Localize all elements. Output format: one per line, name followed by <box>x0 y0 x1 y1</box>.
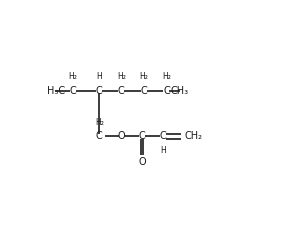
Text: C: C <box>160 131 166 141</box>
Text: C: C <box>118 86 125 96</box>
Text: H₂: H₂ <box>117 72 126 81</box>
Text: H: H <box>96 72 102 81</box>
Text: C: C <box>96 86 103 96</box>
Text: C: C <box>163 86 170 96</box>
Text: H₂: H₂ <box>69 72 78 81</box>
Text: CH₂: CH₂ <box>184 131 202 141</box>
Text: H₂: H₂ <box>162 72 171 81</box>
Text: C: C <box>96 131 103 141</box>
Text: H: H <box>160 146 166 155</box>
Text: C: C <box>141 86 147 96</box>
Text: H₂: H₂ <box>139 72 148 81</box>
Text: O: O <box>118 131 126 141</box>
Text: CH₃: CH₃ <box>170 86 189 96</box>
Text: C: C <box>139 131 145 141</box>
Text: H₃C: H₃C <box>47 86 65 96</box>
Text: H₂: H₂ <box>95 118 104 127</box>
Text: C: C <box>70 86 77 96</box>
Text: O: O <box>138 157 146 167</box>
